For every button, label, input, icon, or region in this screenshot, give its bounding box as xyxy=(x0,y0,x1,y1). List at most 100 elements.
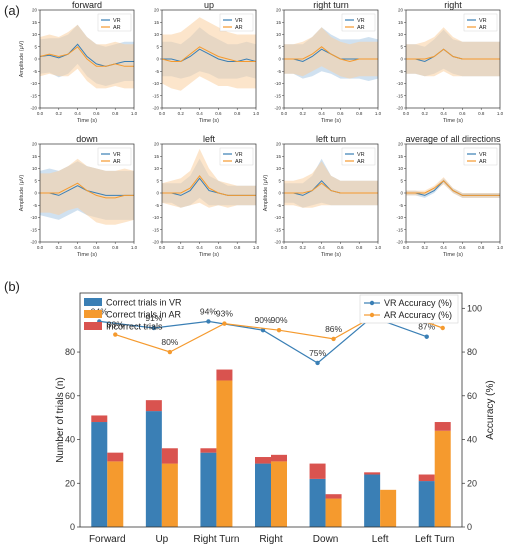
accuracy-point xyxy=(331,336,336,342)
y-tick-label: 10 xyxy=(398,32,404,37)
accuracy-label: 87% xyxy=(418,322,435,332)
y-tick-label: -5 xyxy=(33,69,37,74)
y-tick-label: 10 xyxy=(154,166,160,171)
erp-plot: forward -20 -15 -10 -5 0 5 10 15 20 0.0 0.2 0.4 0.6 0.… xyxy=(19,0,138,124)
legend-label: VR Accuracy (%) xyxy=(384,298,452,308)
category-label: Forward xyxy=(89,534,126,545)
plot-title: up xyxy=(204,0,214,10)
series-line xyxy=(284,182,378,194)
y-tick-label: -10 xyxy=(30,81,37,86)
x-axis-label: Time (s) xyxy=(199,118,219,124)
x-tick-label: 1.0 xyxy=(253,245,260,250)
y-tick-label: 15 xyxy=(398,154,404,159)
y-tick-label: -20 xyxy=(152,240,159,245)
confidence-band xyxy=(40,158,134,225)
confidence-band xyxy=(284,27,378,79)
y-tick-label: -5 xyxy=(277,69,281,74)
x-tick-label: 0.0 xyxy=(37,111,44,116)
y2-tick-label: 40 xyxy=(467,435,477,445)
legend-marker xyxy=(369,312,375,318)
x-tick-label: 0.6 xyxy=(337,245,344,250)
accuracy-point xyxy=(424,334,429,339)
bar-ar-incorrect xyxy=(107,452,124,462)
y-tick-label: 15 xyxy=(32,154,38,159)
bar-vr-incorrect xyxy=(418,474,435,482)
y-tick-label: 20 xyxy=(276,8,282,13)
y2-axis-label: Accuracy (%) xyxy=(485,380,496,439)
bar-ar-incorrect xyxy=(434,422,451,431)
x-tick-label: 0.0 xyxy=(159,245,166,250)
erp-plot: down -20 -15 -10 -5 0 5 10 15 20 0.0 0.2 0.4 0.6 0.8 1.… xyxy=(19,134,138,258)
x-tick-label: 0.4 xyxy=(74,111,81,116)
bar-ar-correct xyxy=(325,498,342,527)
erp-plot: up -20 -15 -10 -5 0 5 10 15 20 0.0 0.2 0.4 0.6 0.8 1.0 T… xyxy=(152,0,259,124)
x-tick-label: 0.6 xyxy=(459,111,466,116)
x-tick-label: 0.6 xyxy=(215,111,222,116)
x-tick-label: 0.2 xyxy=(56,245,63,250)
legend-label: VR xyxy=(113,152,121,158)
y-tick-label: 60 xyxy=(65,391,75,401)
y-tick-label: 10 xyxy=(276,32,282,37)
y-tick-label: 0 xyxy=(156,57,159,62)
panel-a-erp-plots: forward -20 -15 -10 -5 0 5 10 15 20 0.0 0.2 0.4 0.6 0.… xyxy=(19,0,504,258)
x-tick-label: 0.8 xyxy=(356,245,363,250)
y-tick-label: 5 xyxy=(400,44,403,49)
y-tick-label: 0 xyxy=(34,191,37,196)
y-tick-label: 15 xyxy=(32,20,38,25)
y-tick-label: -5 xyxy=(155,69,159,74)
panel-label-b: (b) xyxy=(4,279,20,294)
category-label: Left Turn xyxy=(415,534,454,545)
bar-ar-incorrect xyxy=(161,448,178,464)
y-tick-label: -5 xyxy=(33,203,37,208)
panel-b-trials-chart: Forward Up Right Turn Right Down Left Left Tur… xyxy=(55,292,496,545)
bar-ar-correct xyxy=(380,489,397,527)
plot-title: right xyxy=(444,0,462,10)
x-tick-label: 0.2 xyxy=(422,111,429,116)
series-line xyxy=(161,46,256,62)
y-tick-label: -10 xyxy=(274,215,281,220)
bar-vr-correct xyxy=(364,474,381,527)
erp-plot: average of all directions -20 -15 -10 -5 0 5 10… xyxy=(396,134,503,258)
y-tick-label: 0 xyxy=(278,191,281,196)
y-tick-label: 5 xyxy=(34,44,37,49)
legend-label: AR xyxy=(235,159,243,165)
confidence-band xyxy=(284,161,378,208)
plot-title: left xyxy=(203,134,216,144)
y-tick-label: -15 xyxy=(274,93,281,98)
y-tick-label: 0 xyxy=(70,522,75,532)
x-tick-label: 0.2 xyxy=(178,245,185,250)
y-tick-label: 5 xyxy=(156,44,159,49)
legend-swatch xyxy=(84,310,102,318)
y-tick-label: 20 xyxy=(154,8,160,13)
y-axis-label: Amplitude (μV) xyxy=(19,175,25,212)
series-line xyxy=(162,174,256,196)
y-tick-label: -10 xyxy=(274,81,281,86)
bar-ar-incorrect xyxy=(216,369,233,381)
x-tick-label: 0.4 xyxy=(74,245,81,250)
x-tick-label: 1.0 xyxy=(375,245,382,250)
y-axis-label: Amplitude (μV) xyxy=(263,175,269,212)
y-tick-label: 20 xyxy=(398,8,404,13)
y-tick-label: 5 xyxy=(278,178,281,183)
legend-label: Correct trials in VR xyxy=(106,298,182,308)
bar-vr-incorrect xyxy=(91,415,108,423)
series-line xyxy=(406,180,500,196)
y2-tick-label: 20 xyxy=(467,478,477,488)
legend-label: AR xyxy=(113,159,121,165)
y2-tick-label: 80 xyxy=(467,347,477,357)
x-tick-label: 0.0 xyxy=(37,245,44,250)
bar-vr-incorrect xyxy=(364,472,381,475)
legend-swatch xyxy=(84,322,102,330)
y-tick-label: -20 xyxy=(396,240,403,245)
x-tick-label: 0.6 xyxy=(93,111,100,116)
plot-title: forward xyxy=(72,0,102,10)
y-tick-label: -5 xyxy=(277,203,281,208)
accuracy-label: 94% xyxy=(200,306,217,316)
bar-vr-correct xyxy=(418,481,435,527)
x-tick-label: 0.8 xyxy=(112,245,119,250)
legend-label: VR xyxy=(357,18,365,24)
category-label: Right xyxy=(259,534,283,545)
y-tick-label: 0 xyxy=(400,191,403,196)
erp-plot: right turn -20 -15 -10 -5 0 5 10 15 20 0.0 0.2 0.4 0.… xyxy=(274,0,381,124)
